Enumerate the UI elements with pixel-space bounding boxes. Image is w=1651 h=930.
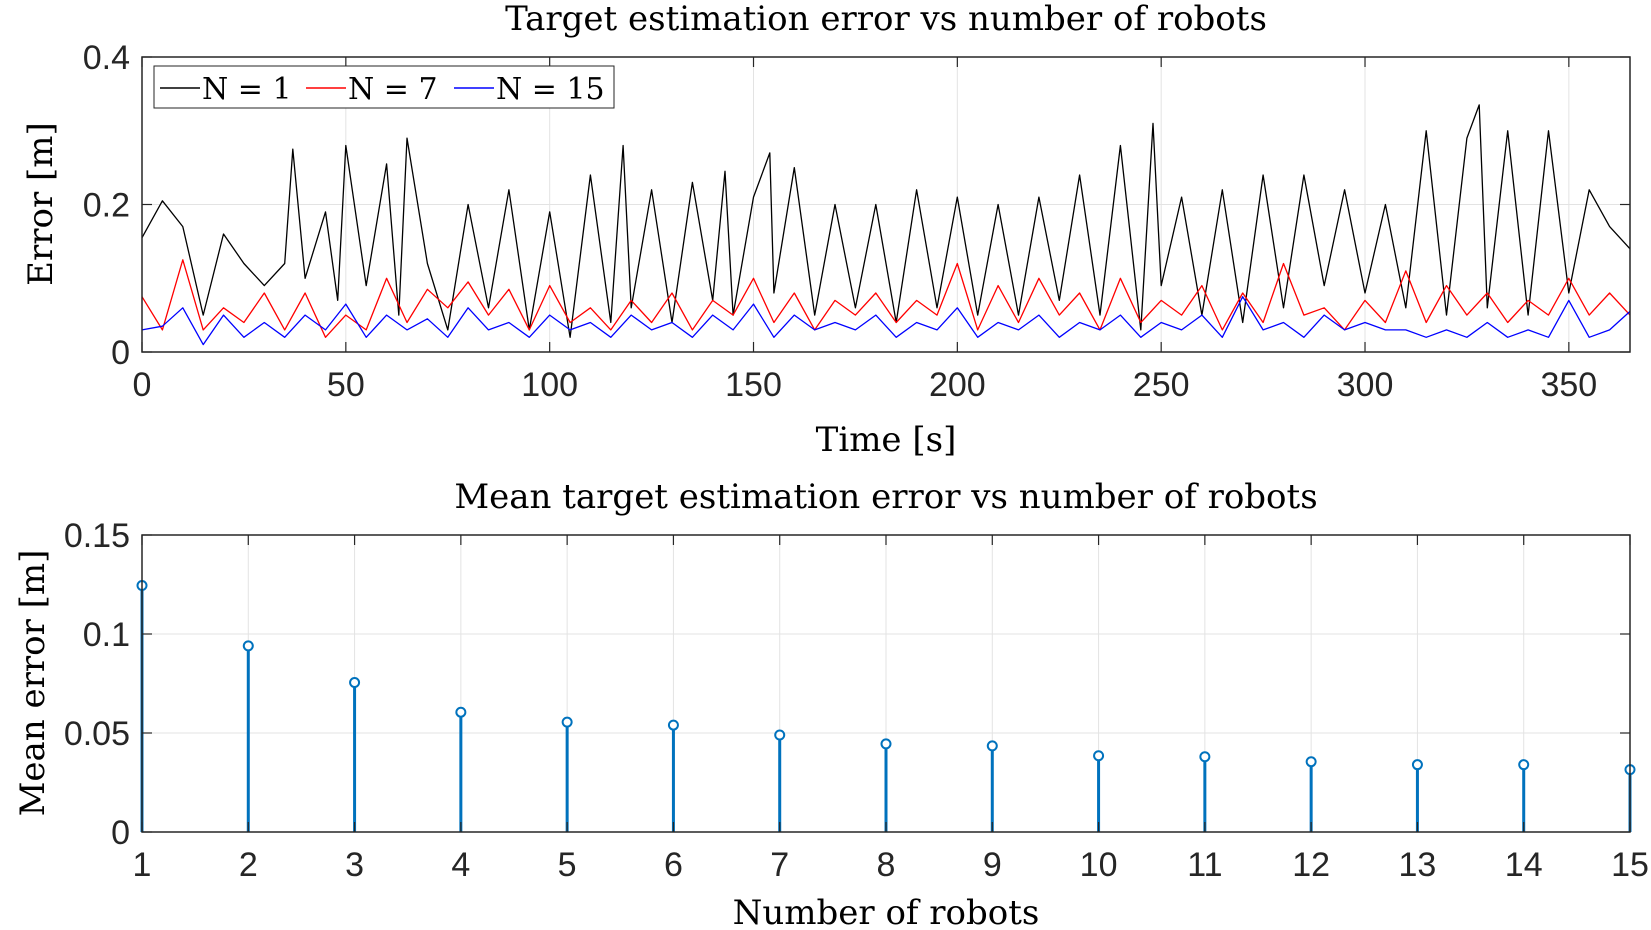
x-tick-label: 100 (521, 366, 578, 404)
x-tick-label: 3 (345, 846, 364, 884)
y-tick-label: 0 (111, 814, 130, 852)
stem-marker-4 (455, 706, 467, 718)
y-tick-label: 0.4 (83, 39, 130, 77)
legend: N = 1 N = 7 N = 15 (153, 65, 615, 109)
time-series-title: Target estimation error vs number of rob… (505, 0, 1267, 39)
x-tick-label: 10 (1080, 846, 1118, 884)
stem-marker-13 (1411, 759, 1423, 771)
stem-marker-9 (986, 740, 998, 752)
x-tick-label: 200 (929, 366, 986, 404)
x-tick-label: 13 (1399, 846, 1437, 884)
legend-label-3: N = 15 (496, 72, 605, 107)
series-line-1 (141, 104, 1631, 338)
x-tick-label: 1 (133, 846, 152, 884)
stem-marker-5 (561, 716, 573, 728)
stem-x-axis-label: Number of robots (733, 893, 1040, 930)
x-tick-label: 7 (770, 846, 789, 884)
stem-marker-3 (349, 677, 361, 689)
x-tick-label: 11 (1187, 846, 1222, 884)
x-tick-label: 0 (133, 366, 152, 404)
x-tick-label: 9 (983, 846, 1002, 884)
legend-label-2: N = 7 (348, 72, 438, 107)
stem-y-ticks: 0 0.05 0.1 0.15 (64, 517, 1630, 852)
x-tick-label: 15 (1611, 846, 1649, 884)
stem-x-ticks: 1 2 3 4 5 6 7 8 9 10 11 12 13 14 15 (133, 535, 1649, 884)
x-tick-label: 50 (327, 366, 365, 404)
time-series-y-ticks: 0 0.2 0.4 (83, 39, 1630, 372)
x-tick-label: 300 (1337, 366, 1394, 404)
x-tick-label: 6 (664, 846, 683, 884)
x-tick-label: 250 (1133, 366, 1190, 404)
x-tick-label: 8 (877, 846, 896, 884)
y-tick-label: 0.15 (64, 517, 130, 555)
stem-y-axis-label: Mean error [m] (13, 550, 53, 817)
stem-title: Mean target estimation error vs number o… (454, 477, 1317, 517)
stem-marker-8 (880, 738, 892, 750)
time-series-x-ticks: 0 50 100 150 200 250 300 350 (133, 57, 1597, 404)
y-tick-label: 0.05 (64, 715, 130, 753)
stem-marker-7 (774, 729, 786, 741)
stem-marker-14 (1518, 759, 1530, 771)
x-tick-label: 2 (239, 846, 258, 884)
stem-marker-12 (1305, 756, 1317, 768)
series-line-2 (141, 259, 1631, 338)
stem-marker-11 (1199, 751, 1211, 763)
x-tick-label: 150 (725, 366, 782, 404)
y-tick-label: 0.1 (83, 616, 130, 654)
stem-marker-2 (242, 640, 254, 652)
x-tick-label: 14 (1505, 846, 1543, 884)
x-tick-label: 12 (1292, 846, 1330, 884)
x-tick-label: 4 (451, 846, 470, 884)
series-line-3 (141, 296, 1631, 346)
x-tick-label: 5 (558, 846, 577, 884)
stem-plot: 1 2 3 4 5 6 7 8 9 10 11 12 13 14 15 00.050.10.15 Mean … (13, 477, 1649, 930)
time-series-y-axis-label: Error [m] (21, 122, 61, 286)
stem-marker-10 (1093, 750, 1105, 762)
x-tick-label: 350 (1540, 366, 1597, 404)
time-series-x-axis-label: Time [s] (816, 420, 957, 460)
time-series-plot: 0 50 100 150 200 250 300 350 0 0.2 0.4 Target est… (21, 0, 1631, 460)
legend-box (153, 65, 615, 109)
legend-label-1: N = 1 (202, 72, 292, 107)
stem-marker-6 (667, 719, 679, 731)
y-tick-label: 0 (111, 334, 130, 372)
y-tick-label: 0.2 (83, 187, 130, 225)
time-series-lines (141, 104, 1631, 346)
